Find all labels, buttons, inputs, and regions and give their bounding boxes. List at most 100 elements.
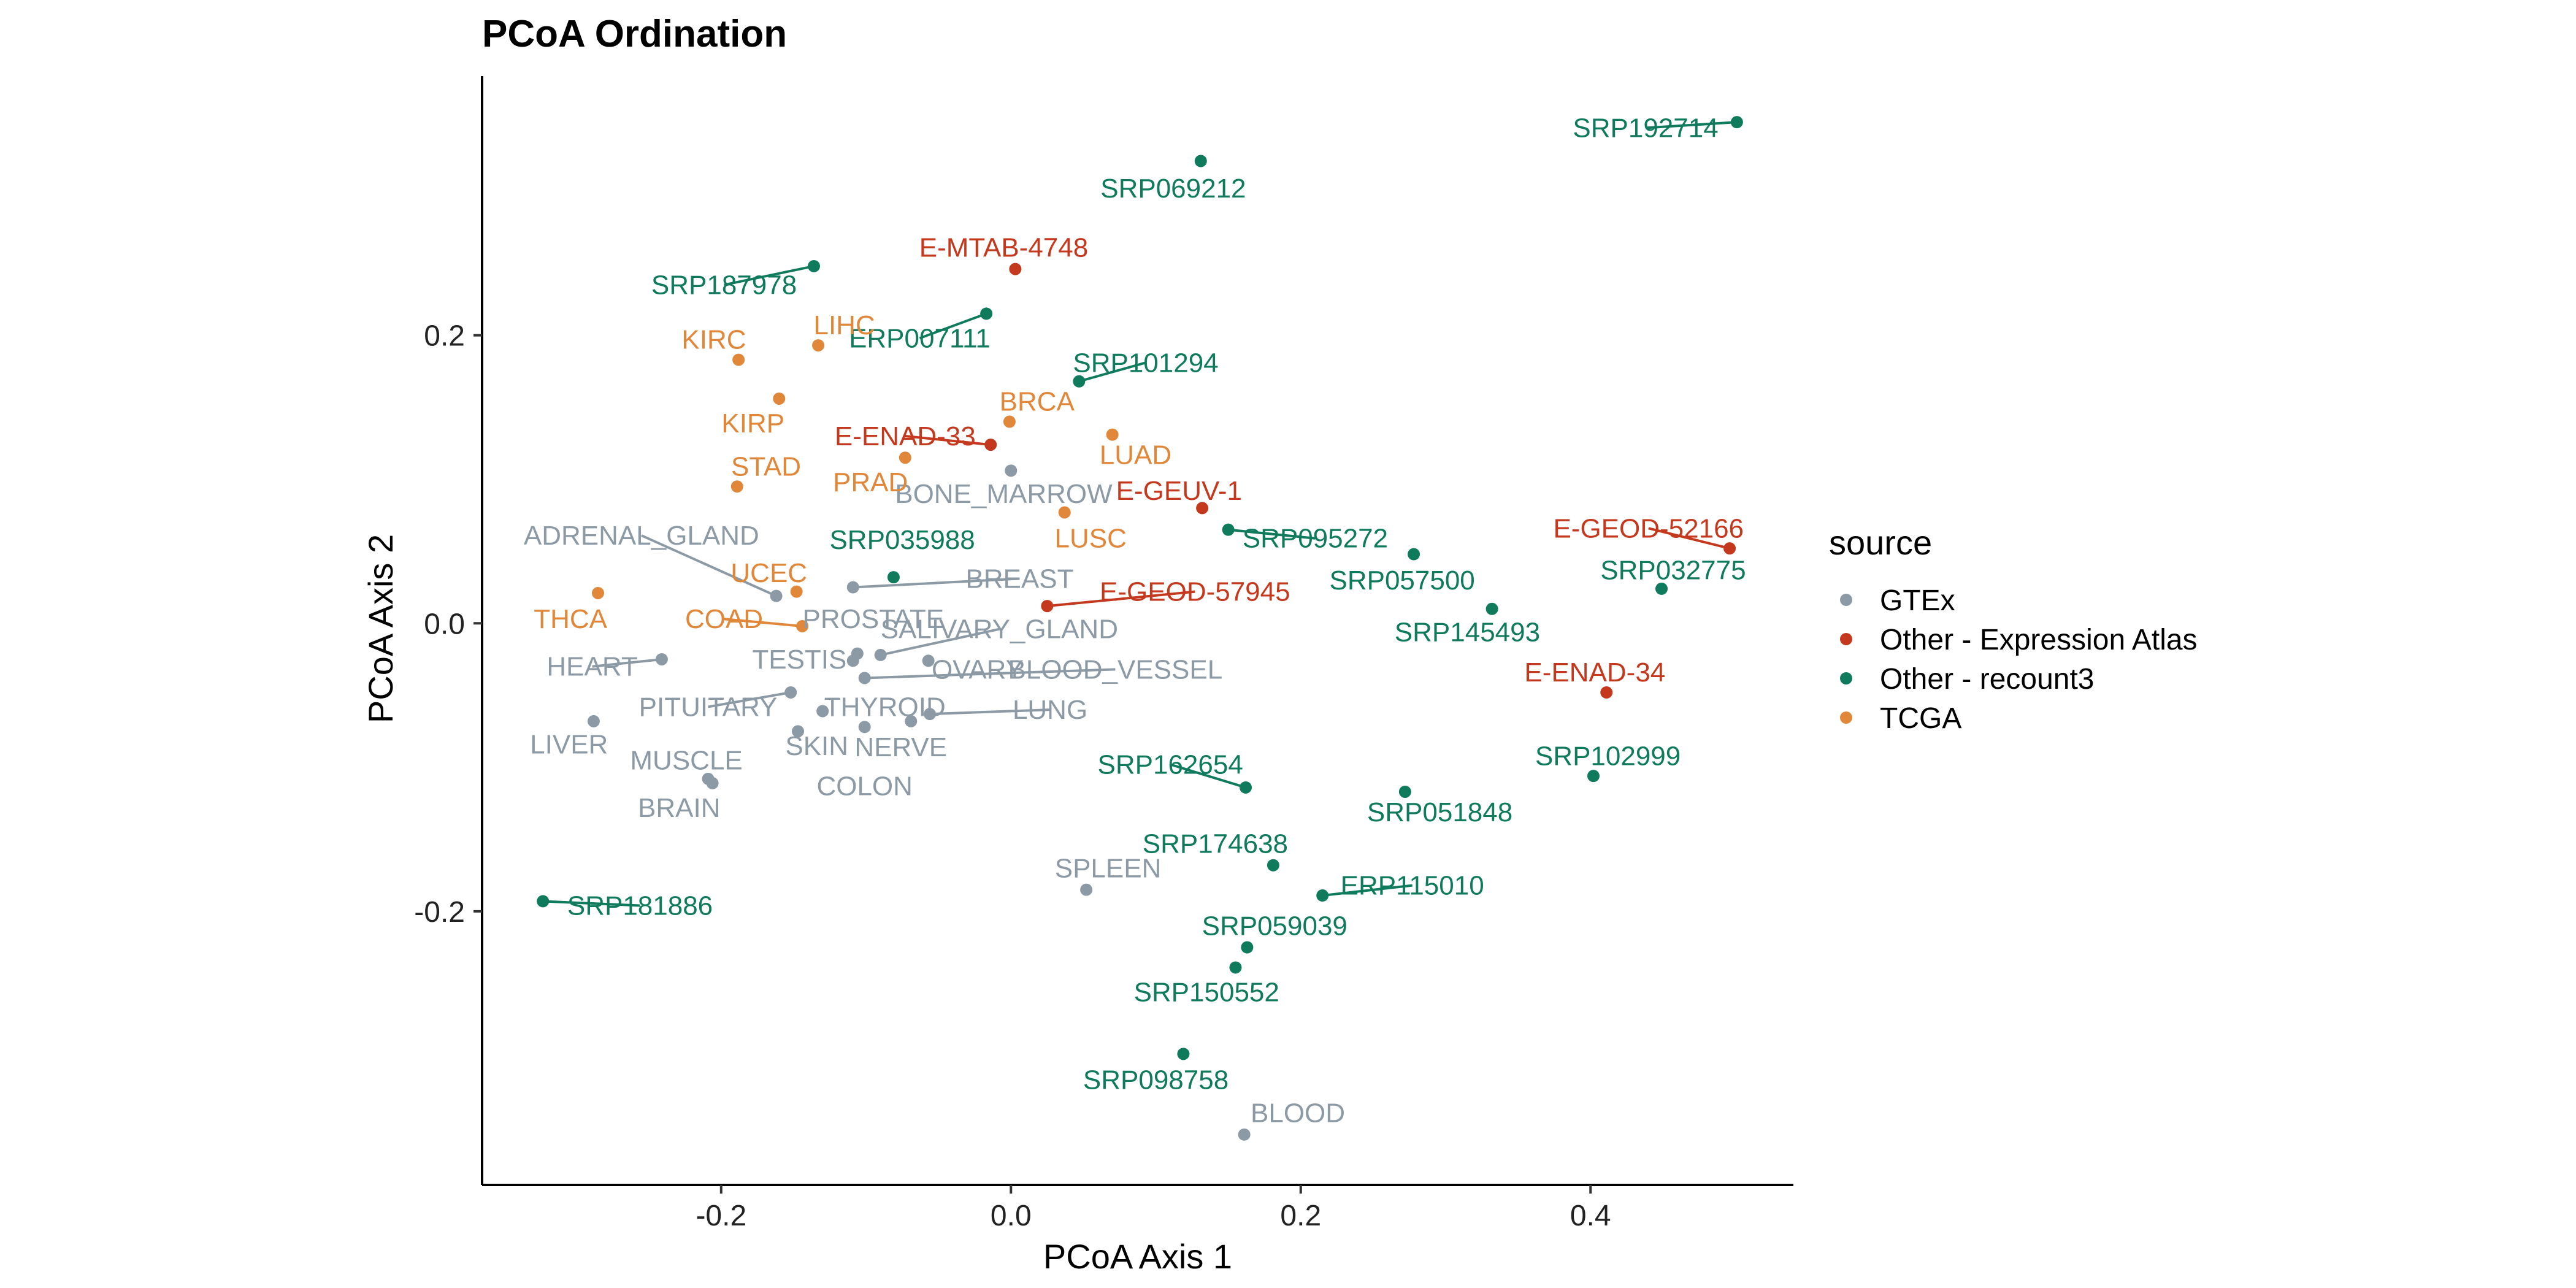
point-stad (730, 480, 743, 493)
point-srp162654 (1240, 781, 1252, 794)
point-adrenal-gland (770, 589, 783, 602)
point-label-brca: BRCA (1000, 387, 1075, 417)
point-blood (1238, 1128, 1251, 1141)
point-label-ucec: UCEC (730, 558, 807, 588)
leader-line-srp101294 (1078, 361, 1146, 383)
leader-line-e-geod-57945 (1047, 590, 1195, 608)
y-axis-ticks: 0.2 0.0 -0.2 (414, 320, 482, 929)
point-e-geuv-1 (1196, 502, 1209, 515)
point-label-e-enad-33: E-ENAD-33 (835, 421, 976, 451)
point-erp115010 (1316, 889, 1329, 902)
point-label-srp032775: SRP032775 (1600, 555, 1746, 585)
point-srp059039 (1241, 941, 1254, 954)
legend-key-gtex (1840, 594, 1852, 606)
leader-line-pituitary (708, 691, 791, 708)
point-label-prostate: PROSTATE (803, 604, 945, 634)
chart-title: PCoA Ordination (482, 13, 787, 55)
point-label-srp181886: SRP181886 (567, 891, 713, 921)
point-coad (796, 619, 809, 632)
point-label-srp069212: SRP069212 (1100, 174, 1246, 204)
point-label-e-geod-57945: E-GEOD-57945 (1100, 577, 1290, 607)
leader-line-blood-vessel (864, 668, 1116, 680)
point-label-brain: BRAIN (638, 793, 720, 823)
leader-line-srp192714 (1645, 121, 1737, 129)
legend-label-gtex: GTEx (1880, 585, 1955, 617)
point-label-blood: BLOOD (1251, 1098, 1345, 1129)
x-axis-ticks: -0.2 0.0 0.2 0.4 (696, 1185, 1611, 1232)
x-tick-label: 0.4 (1570, 1200, 1611, 1232)
point-label-srp150552: SRP150552 (1134, 977, 1279, 1007)
x-tick-label: 0.2 (1280, 1200, 1321, 1232)
point-label-srp035988: SRP035988 (829, 525, 975, 555)
point-label-liver: LIVER (530, 729, 608, 759)
plot-area: BONE_MARROW ADRENAL_GLAND BREAST PROSTATESA… (524, 113, 1746, 1141)
point-label-muscle: MUSCLE (630, 745, 742, 775)
point-label-erp115010: ERP115010 (1341, 871, 1484, 901)
point-e-enad-33 (984, 439, 997, 451)
legend-key-other-recount3 (1840, 672, 1852, 684)
point-lusc (1058, 506, 1071, 519)
point-label-thca: THCA (534, 604, 607, 634)
leader-line-lung (929, 708, 1051, 716)
point-prad (899, 451, 911, 464)
point-breast (846, 581, 859, 594)
point-label-luad: LUAD (1100, 440, 1171, 470)
point-kirp (773, 392, 786, 405)
point-skin (792, 725, 805, 738)
point-label-e-geod-52166: E-GEOD-52166 (1553, 513, 1744, 543)
point-e-geod-52166 (1723, 542, 1736, 555)
point-label-e-mtab-4748: E-MTAB-4748 (919, 232, 1089, 263)
point-brca (1003, 415, 1016, 428)
label-leader-lines (543, 121, 1737, 907)
data-points (537, 116, 1743, 1141)
legend-label-other-recount3: Other - recount3 (1880, 663, 2095, 696)
point-label-lihc: LIHC (813, 310, 875, 340)
point-label-breast: BREAST (965, 564, 1073, 594)
leader-line-salivary-gland (880, 627, 1000, 656)
point-thyroid (816, 705, 829, 718)
point-label-pituitary: PITUITARY (639, 692, 778, 722)
leader-line-adrenal-gland (641, 534, 777, 597)
leader-line-srp181886 (543, 900, 640, 907)
point-srp101294 (1073, 375, 1086, 388)
point-label-ovary: OVARY (932, 654, 1024, 684)
point-pituitary (784, 686, 797, 699)
point-srp102999 (1587, 770, 1600, 783)
point-srp187978 (807, 259, 820, 272)
point-label-stad: STAD (731, 451, 801, 481)
point-blood-vessel (858, 672, 871, 684)
point-spleen (1080, 883, 1093, 896)
point-ucec (790, 585, 803, 598)
x-tick-label: 0.0 (991, 1200, 1032, 1232)
leader-line-heart (592, 657, 662, 668)
point-luad (1106, 428, 1119, 441)
legend-label-other-expression-atlas: Other - Expression Atlas (1880, 624, 2198, 656)
leader-line-srp187978 (724, 264, 815, 286)
point-label-salivary-gland: SALIVARY_GLAND (881, 615, 1118, 645)
point-label-srp098758: SRP098758 (1083, 1065, 1229, 1095)
leader-line-coad (724, 618, 803, 627)
point-srp069212 (1194, 155, 1207, 167)
point-srp032775 (1655, 582, 1668, 595)
point-label-kirp: KIRP (721, 408, 784, 439)
point-ovary (922, 654, 935, 667)
point-label-nerve: NERVE (854, 732, 947, 762)
point-label-coad: COAD (685, 604, 763, 634)
point-srp035988 (887, 571, 900, 584)
leader-line-e-geod-52166 (1648, 527, 1730, 550)
point-bone-marrow (1005, 464, 1018, 477)
legend-key-other-expression-atlas (1840, 633, 1852, 645)
legend-key-tcga (1840, 711, 1852, 724)
point-label-srp102999: SRP102999 (1535, 741, 1681, 771)
point-lung (923, 708, 936, 721)
point-heart (655, 653, 668, 665)
point-label-adrenal-gland: ADRENAL_GLAND (524, 521, 759, 551)
point-label-kirc: KIRC (681, 325, 746, 355)
point-lihc (812, 339, 825, 352)
x-tick-label: -0.2 (696, 1200, 746, 1232)
point-label-blood-vessel: BLOOD_VESSEL (1008, 654, 1223, 684)
point-label-skin: SKIN (785, 731, 848, 761)
point-thca (591, 586, 604, 599)
point-label-srp051848: SRP051848 (1367, 797, 1512, 827)
